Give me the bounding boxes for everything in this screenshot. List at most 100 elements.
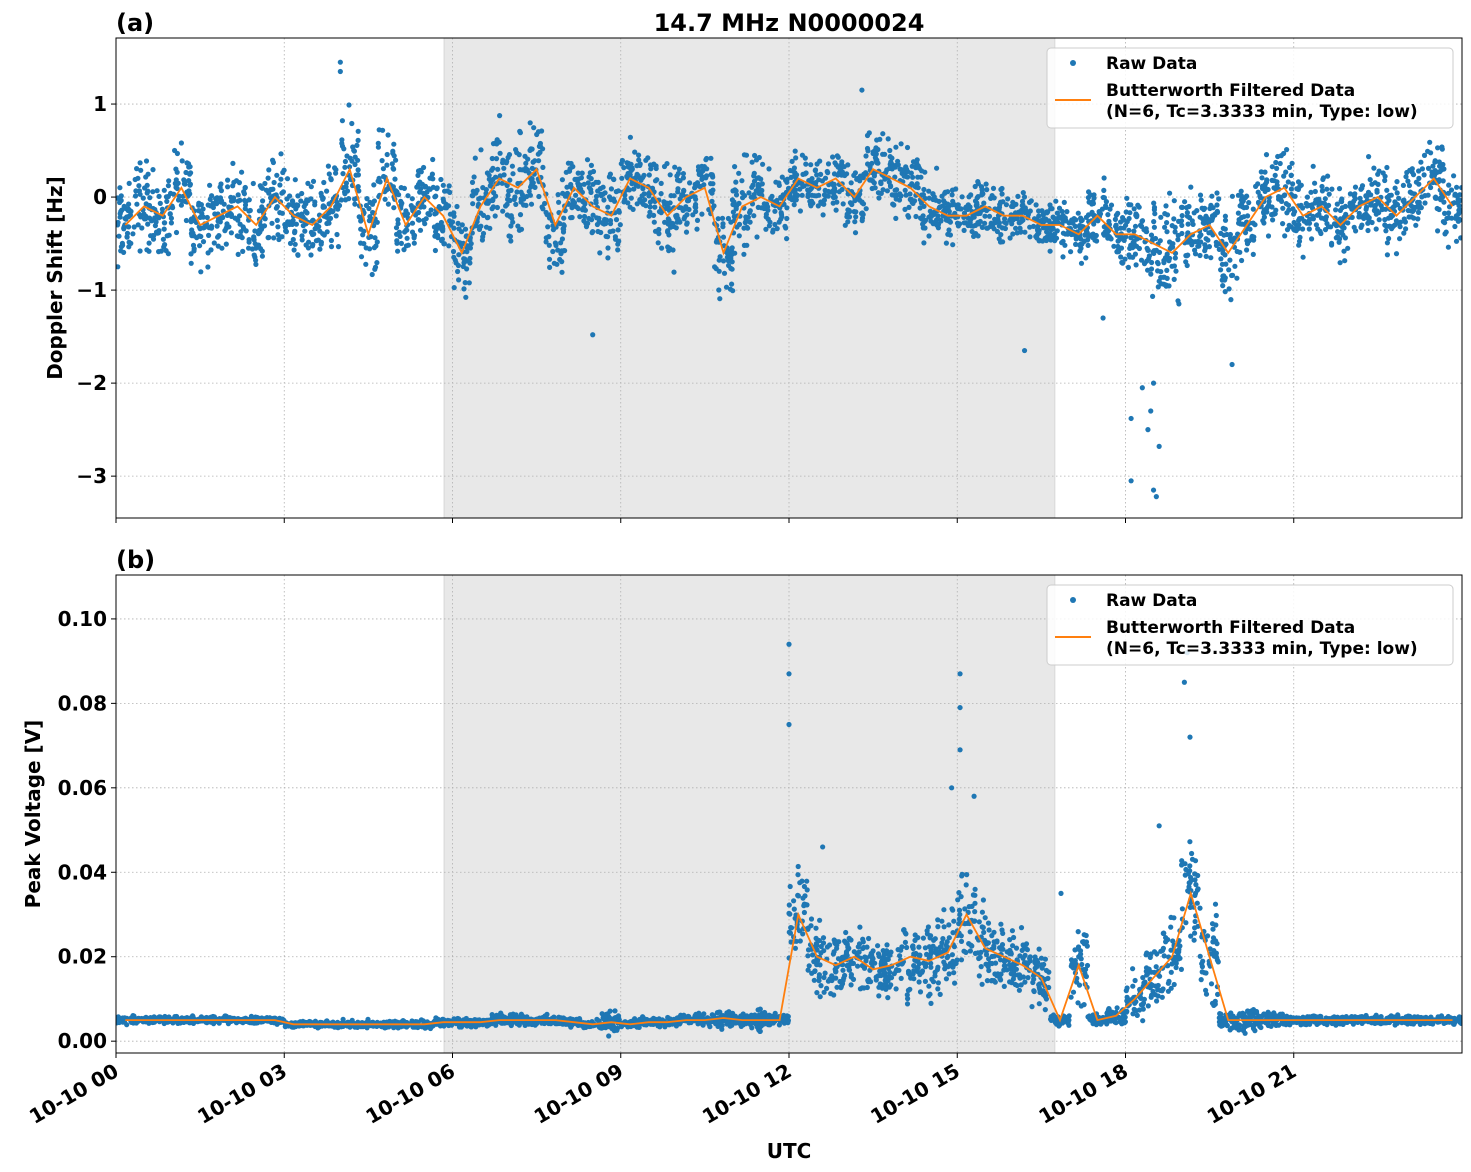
raw-data-point bbox=[375, 140, 381, 146]
raw-data-point bbox=[655, 240, 661, 246]
raw-data-point bbox=[197, 243, 203, 249]
raw-data-point bbox=[666, 217, 672, 223]
raw-data-point bbox=[488, 179, 494, 185]
raw-data-point bbox=[930, 191, 936, 197]
raw-data-point bbox=[532, 184, 538, 190]
raw-data-point bbox=[859, 199, 865, 205]
raw-data-point bbox=[147, 195, 153, 201]
raw-data-point bbox=[213, 200, 219, 206]
raw-data-point bbox=[217, 195, 224, 201]
raw-data-point bbox=[333, 213, 339, 219]
raw-data-point bbox=[279, 210, 285, 216]
raw-data-point bbox=[290, 217, 296, 224]
raw-data-point bbox=[733, 188, 739, 194]
raw-data-point bbox=[497, 150, 503, 156]
raw-data-point bbox=[799, 878, 805, 884]
raw-data-point bbox=[744, 224, 750, 230]
raw-data-point bbox=[1392, 199, 1398, 205]
raw-data-point bbox=[374, 260, 380, 266]
raw-data-point bbox=[117, 199, 123, 206]
raw-data-point bbox=[1406, 182, 1412, 189]
raw-data-point bbox=[1099, 206, 1105, 212]
raw-data-point bbox=[903, 174, 910, 180]
raw-data-point bbox=[1022, 229, 1028, 235]
raw-data-point bbox=[305, 180, 311, 186]
raw-data-point bbox=[154, 230, 161, 236]
raw-data-point bbox=[1458, 235, 1462, 241]
raw-data-point bbox=[1316, 211, 1322, 217]
raw-data-point bbox=[352, 161, 358, 168]
raw-data-point bbox=[178, 202, 184, 208]
raw-data-point bbox=[797, 938, 803, 944]
raw-data-point bbox=[747, 209, 753, 216]
raw-data-point bbox=[1164, 267, 1170, 273]
raw-data-point bbox=[1126, 215, 1132, 222]
raw-data-point bbox=[298, 198, 304, 204]
raw-data-point bbox=[1123, 234, 1129, 240]
raw-data-point bbox=[581, 181, 587, 187]
raw-data-point bbox=[830, 187, 837, 194]
chart-title: 14.7 MHz N0000024 bbox=[654, 9, 925, 37]
raw-data-point bbox=[251, 252, 257, 258]
raw-data-point bbox=[615, 247, 621, 253]
raw-data-point bbox=[546, 242, 552, 248]
raw-data-point bbox=[1366, 154, 1372, 160]
raw-data-point bbox=[349, 158, 355, 164]
raw-data-point bbox=[1115, 238, 1121, 244]
raw-data-point bbox=[152, 215, 158, 221]
raw-data-point bbox=[880, 187, 886, 193]
raw-data-point bbox=[1126, 202, 1132, 208]
raw-data-point bbox=[549, 1019, 556, 1025]
raw-data-point bbox=[1007, 235, 1013, 241]
raw-data-point bbox=[309, 243, 316, 249]
raw-data-point bbox=[926, 195, 932, 201]
raw-data-point bbox=[1185, 221, 1191, 227]
raw-data-point bbox=[417, 179, 423, 185]
raw-data-point bbox=[772, 1010, 778, 1016]
raw-data-point bbox=[1220, 283, 1226, 289]
raw-data-point bbox=[367, 246, 373, 252]
raw-data-point bbox=[1285, 179, 1291, 185]
raw-data-point bbox=[135, 222, 141, 228]
raw-data-point bbox=[736, 200, 742, 206]
raw-data-point bbox=[1310, 213, 1316, 219]
raw-data-point bbox=[503, 203, 509, 209]
raw-data-point bbox=[1148, 232, 1155, 238]
raw-data-point bbox=[1074, 234, 1080, 240]
raw-data-point bbox=[593, 198, 599, 204]
raw-data-point bbox=[1347, 191, 1353, 197]
raw-data-point bbox=[921, 240, 927, 246]
raw-data-point bbox=[551, 260, 557, 266]
raw-data-point bbox=[664, 200, 670, 206]
raw-data-point bbox=[593, 193, 600, 199]
raw-data-point bbox=[1373, 211, 1379, 217]
raw-data-point bbox=[1409, 166, 1415, 172]
raw-data-point bbox=[656, 1017, 662, 1023]
raw-data-point bbox=[719, 1013, 726, 1019]
raw-data-point bbox=[765, 216, 771, 222]
raw-data-point bbox=[762, 1011, 768, 1017]
raw-data-point bbox=[812, 167, 819, 173]
raw-data-point bbox=[695, 1012, 701, 1018]
raw-data-point bbox=[145, 221, 151, 227]
raw-data-point bbox=[582, 201, 588, 207]
raw-data-point bbox=[293, 221, 299, 227]
raw-data-point bbox=[391, 205, 397, 211]
raw-data-point bbox=[1459, 208, 1462, 214]
raw-data-point bbox=[611, 1017, 617, 1023]
raw-data-point bbox=[1269, 177, 1275, 183]
raw-data-point bbox=[1413, 179, 1419, 185]
panel-label: (a) bbox=[116, 9, 154, 37]
raw-data-point bbox=[1245, 213, 1251, 219]
raw-data-point bbox=[612, 236, 619, 242]
raw-data-point bbox=[1308, 189, 1314, 195]
raw-data-point bbox=[605, 204, 611, 210]
raw-data-point bbox=[1445, 244, 1451, 250]
raw-data-point bbox=[1446, 182, 1452, 188]
raw-data-point bbox=[607, 218, 614, 224]
raw-data-point bbox=[1171, 263, 1177, 269]
raw-data-point bbox=[877, 136, 883, 142]
raw-data-point bbox=[1053, 235, 1060, 241]
raw-data-point bbox=[647, 209, 653, 215]
raw-data-point bbox=[504, 182, 510, 189]
